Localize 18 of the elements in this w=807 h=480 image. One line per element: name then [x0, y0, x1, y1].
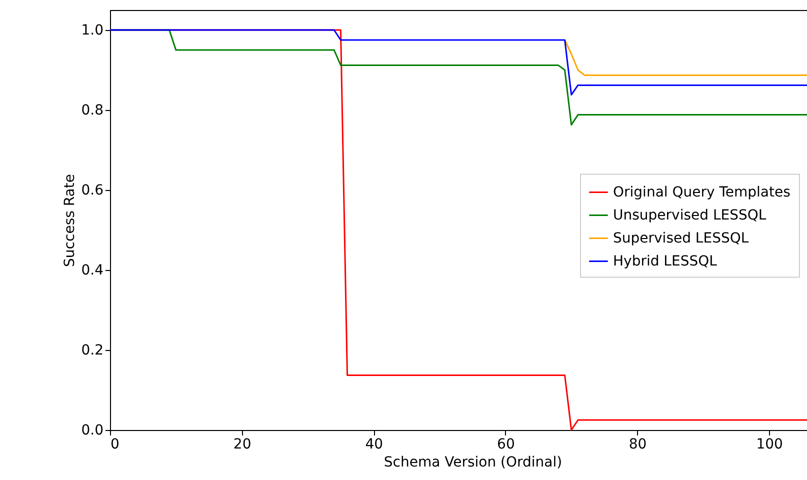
x-tick-label: 40 — [365, 436, 384, 452]
x-tick-label: 100 — [756, 436, 783, 452]
legend-label: Original Query Templates — [613, 184, 790, 200]
legend-label: Hybrid LESSQL — [613, 253, 718, 270]
x-tick-label: 80 — [628, 436, 647, 452]
y-tick-label: 0.0 — [81, 422, 104, 438]
x-tick-label: 0 — [110, 436, 120, 452]
x-tick-label: 20 — [233, 436, 252, 452]
y-tick-label: 0.4 — [81, 262, 104, 278]
y-tick-label: 1.0 — [81, 22, 104, 38]
x-axis-title: Schema Version (Ordinal) — [384, 454, 562, 470]
y-axis-title: Success Rate — [62, 174, 78, 267]
y-tick-label: 0.2 — [81, 342, 104, 358]
y-tick-label: 0.8 — [81, 102, 104, 118]
y-tick-label: 0.6 — [81, 182, 104, 198]
legend-label: Supervised LESSQL — [613, 230, 749, 246]
x-tick-label: 60 — [497, 436, 515, 452]
legend-label: Unsupervised LESSQL — [613, 207, 766, 224]
